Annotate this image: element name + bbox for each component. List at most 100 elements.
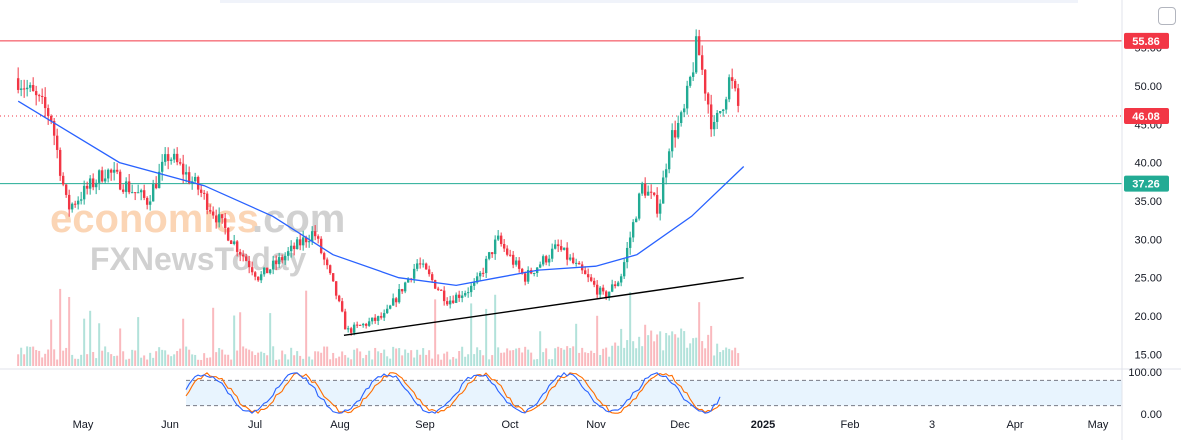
candle-body bbox=[253, 272, 257, 277]
volume-bar bbox=[398, 348, 401, 366]
candle-body bbox=[25, 87, 29, 90]
candle-body bbox=[76, 200, 80, 205]
candle-body bbox=[679, 112, 683, 123]
candle-body bbox=[121, 189, 125, 192]
candle-body bbox=[289, 245, 293, 252]
price-level-tag bbox=[1124, 32, 1169, 49]
candle-body bbox=[88, 178, 92, 189]
volume-bar bbox=[209, 357, 212, 366]
volume-bar bbox=[305, 290, 308, 366]
candle-body bbox=[436, 288, 440, 290]
volume-bar bbox=[32, 346, 35, 366]
volume-bar bbox=[41, 357, 44, 366]
volume-bar bbox=[77, 358, 80, 366]
candle-body bbox=[145, 197, 149, 205]
volume-bar bbox=[737, 353, 740, 366]
scroll-to-latest-button[interactable] bbox=[1158, 7, 1176, 25]
volume-bar bbox=[377, 351, 380, 366]
volume-bar bbox=[626, 340, 629, 366]
volume-bar bbox=[302, 358, 305, 366]
volume-bar bbox=[158, 347, 161, 366]
candle-body bbox=[658, 203, 662, 214]
candle-body bbox=[151, 184, 155, 202]
volume-bar bbox=[164, 350, 167, 366]
watermark: economies .com FXNewsToday bbox=[50, 197, 345, 277]
candle-body bbox=[481, 272, 485, 274]
volume-bar bbox=[443, 353, 446, 366]
candle-body bbox=[319, 238, 323, 254]
candle-body bbox=[112, 169, 116, 173]
candle-body bbox=[70, 203, 74, 210]
volume-bar bbox=[203, 353, 206, 366]
candle-body bbox=[649, 191, 653, 193]
candle-body bbox=[31, 85, 35, 92]
volume-bar bbox=[575, 323, 578, 366]
volume-bar bbox=[716, 343, 719, 366]
volume-bar bbox=[572, 346, 575, 366]
candle-body bbox=[451, 300, 455, 303]
volume-bar bbox=[155, 351, 158, 366]
volume-bar bbox=[725, 347, 728, 366]
candle-body bbox=[412, 268, 416, 279]
candle-body bbox=[172, 153, 176, 160]
candle-body bbox=[349, 328, 353, 333]
candle-body bbox=[331, 273, 335, 282]
candle-body bbox=[556, 244, 560, 247]
y-tick-label: 15.00 bbox=[1134, 349, 1162, 361]
candle-body bbox=[661, 177, 665, 204]
volume-bar bbox=[341, 351, 344, 366]
volume-bar bbox=[269, 313, 272, 366]
volume-bar bbox=[482, 355, 485, 366]
candle-body bbox=[238, 251, 242, 255]
candle-body bbox=[496, 235, 500, 240]
x-tick-label: Aug bbox=[330, 419, 350, 431]
candle-body bbox=[193, 176, 197, 182]
price-pane[interactable] bbox=[0, 29, 1122, 366]
candle-body bbox=[34, 91, 38, 96]
candle-body bbox=[328, 265, 332, 274]
candle-body bbox=[286, 251, 290, 256]
candle-body bbox=[118, 171, 122, 190]
candle-body bbox=[421, 263, 425, 265]
volume-bar bbox=[476, 347, 479, 366]
volume-bar bbox=[545, 348, 548, 366]
candle-body bbox=[610, 284, 614, 292]
volume-bar bbox=[149, 352, 152, 366]
volume-bar bbox=[146, 359, 149, 366]
y-tick-label: 25.00 bbox=[1134, 273, 1162, 285]
volume-bar bbox=[557, 346, 560, 366]
volume-bar bbox=[401, 355, 404, 366]
candle-body bbox=[700, 55, 704, 70]
candle-body bbox=[490, 252, 494, 255]
volume-bar bbox=[686, 347, 689, 366]
candle-body bbox=[97, 170, 101, 183]
candle-body bbox=[418, 263, 422, 265]
volume-bar bbox=[143, 355, 146, 366]
volume-bar bbox=[290, 347, 293, 366]
volume-bar bbox=[293, 355, 296, 366]
candle-body bbox=[514, 260, 518, 265]
volume-bar bbox=[152, 357, 155, 366]
x-tick-label: May bbox=[1088, 419, 1109, 431]
candle-body bbox=[133, 192, 137, 194]
volume-bar bbox=[719, 352, 722, 366]
candle-body bbox=[91, 178, 95, 188]
volume-bar bbox=[392, 346, 395, 366]
candle-body bbox=[559, 246, 563, 250]
candle-body bbox=[601, 287, 605, 292]
watermark-domain: .com bbox=[252, 197, 345, 241]
candle-body bbox=[670, 130, 674, 152]
volume-bar bbox=[380, 352, 383, 366]
oscillator-pane[interactable] bbox=[185, 371, 1122, 415]
y-tick-label: 50.00 bbox=[1134, 81, 1162, 93]
candle-body bbox=[736, 88, 740, 106]
candle-body bbox=[274, 260, 278, 265]
volume-bar bbox=[662, 350, 665, 366]
candle-body bbox=[214, 215, 218, 223]
candle-body bbox=[571, 257, 575, 264]
volume-bar bbox=[515, 348, 518, 366]
volume-bar bbox=[683, 331, 686, 366]
volume-bar bbox=[617, 345, 620, 366]
x-tick-label: 3 bbox=[929, 419, 935, 431]
